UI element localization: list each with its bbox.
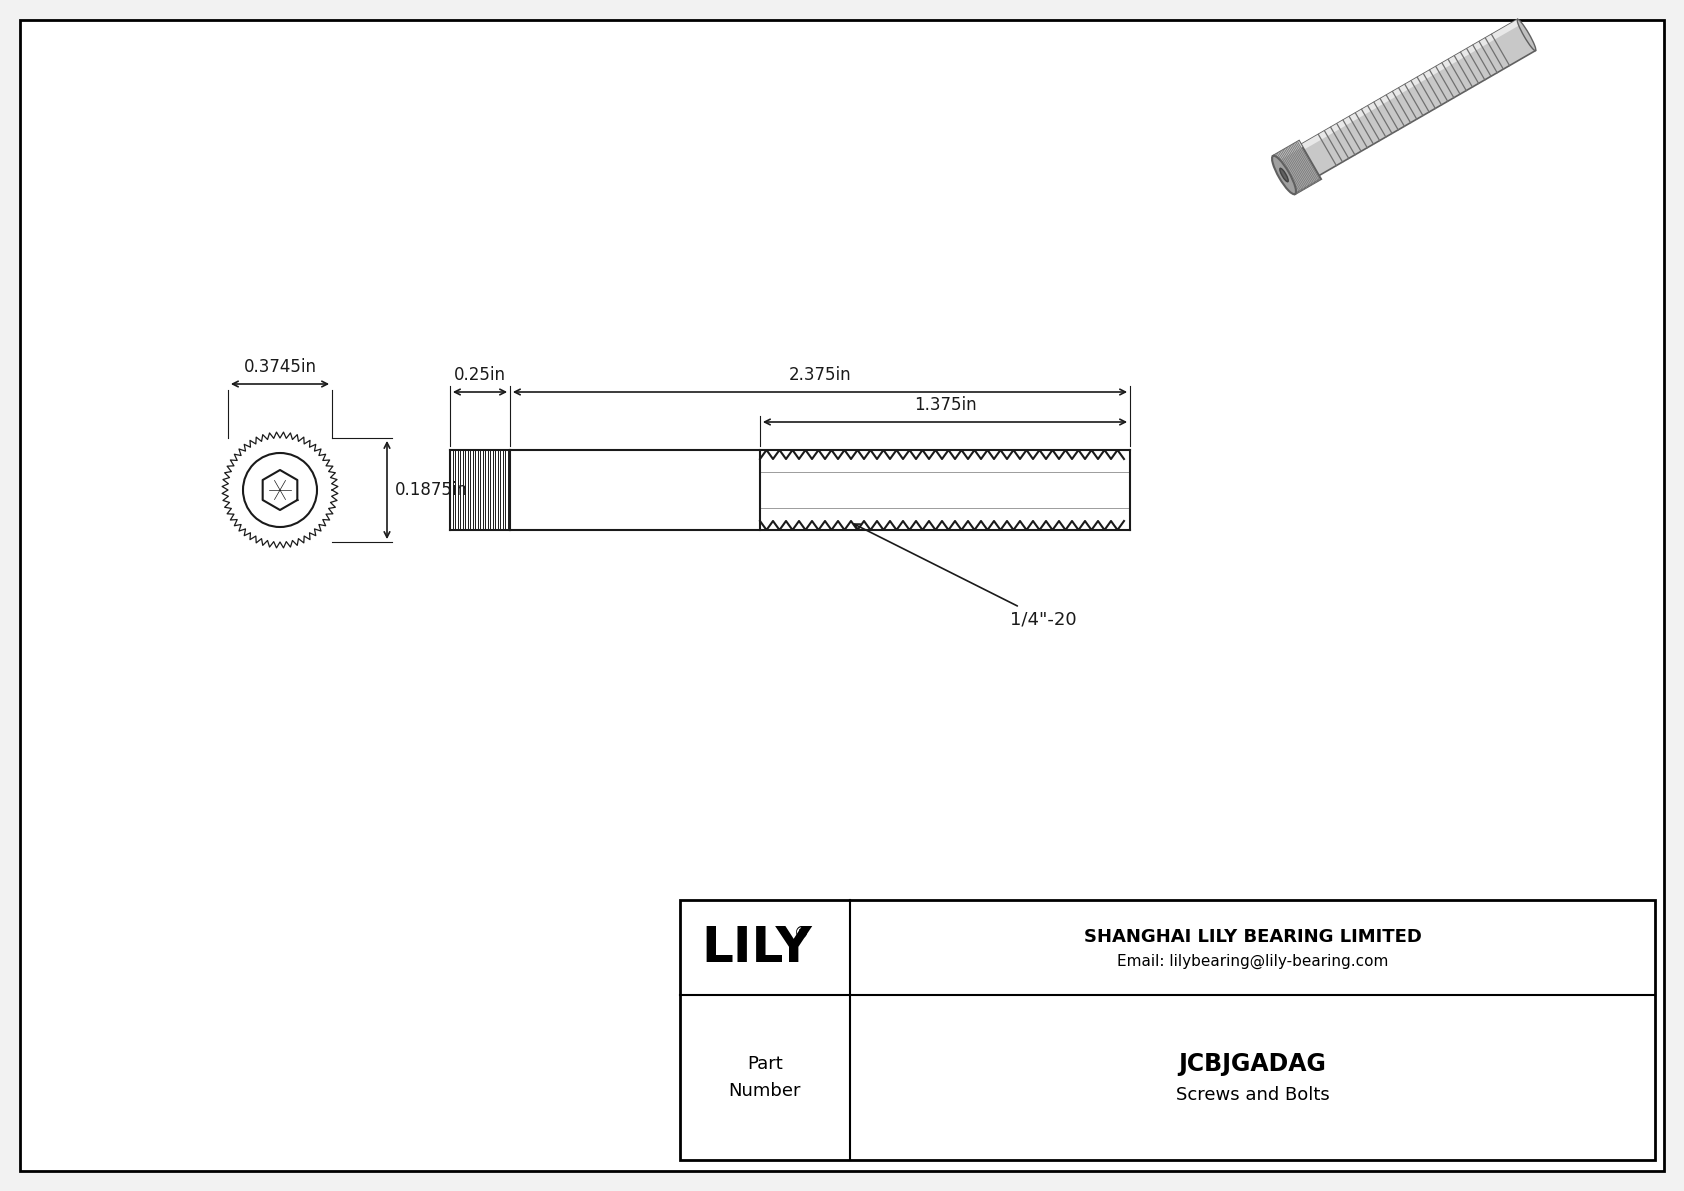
Text: 1/4"-20: 1/4"-20 [854,524,1076,628]
Ellipse shape [1280,168,1288,182]
Text: 1.375in: 1.375in [914,395,977,414]
Text: Part
Number: Part Number [729,1055,802,1099]
Polygon shape [1273,141,1320,194]
Text: 0.1875in: 0.1875in [396,481,468,499]
Text: SHANGHAI LILY BEARING LIMITED: SHANGHAI LILY BEARING LIMITED [1083,929,1421,947]
Text: JCBJGADAG: JCBJGADAG [1179,1052,1327,1075]
Polygon shape [1275,19,1536,191]
Text: 2.375in: 2.375in [788,366,852,384]
Text: 0.3745in: 0.3745in [244,358,317,376]
Ellipse shape [1271,156,1297,194]
Ellipse shape [1517,19,1536,51]
Polygon shape [1275,19,1521,164]
Polygon shape [1273,141,1302,162]
Bar [680,900,1655,1160]
Text: Screws and Bolts: Screws and Bolts [1175,1086,1329,1104]
Text: LILY: LILY [702,923,812,972]
Text: Email: lilybearing@lily-bearing.com: Email: lilybearing@lily-bearing.com [1116,954,1388,969]
Text: ®: ® [793,925,808,941]
Text: 0.25in: 0.25in [455,366,505,384]
